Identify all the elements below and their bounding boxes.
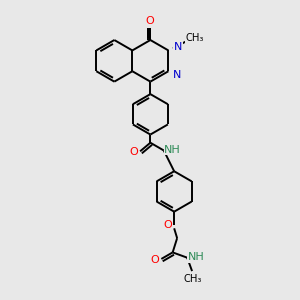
Text: O: O (150, 254, 159, 265)
Text: O: O (163, 220, 172, 230)
Text: NH: NH (164, 145, 181, 155)
Text: O: O (129, 147, 138, 157)
Text: CH₃: CH₃ (184, 274, 202, 284)
Text: CH₃: CH₃ (186, 33, 204, 43)
Text: O: O (146, 16, 154, 26)
Text: N: N (173, 70, 182, 80)
Text: N: N (174, 42, 182, 52)
Text: NH: NH (188, 252, 205, 262)
